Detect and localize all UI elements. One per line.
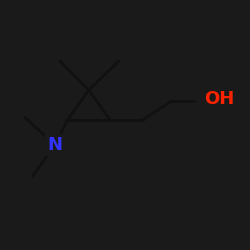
Text: N: N [48, 136, 62, 154]
Text: OH: OH [204, 90, 234, 108]
